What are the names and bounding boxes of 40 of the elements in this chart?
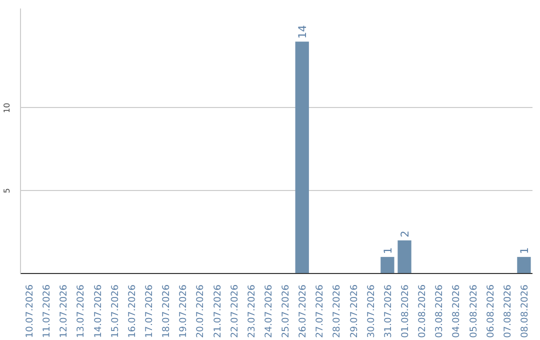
- x-tick-label: 10.07.2026: [24, 284, 36, 338]
- y-tick-label: 10: [2, 102, 12, 113]
- x-tick-label: 07.08.2026: [502, 284, 514, 338]
- x-tick-label: 16.07.2026: [126, 284, 138, 338]
- x-tick-label: 14.07.2026: [92, 284, 104, 338]
- data-label: 1: [381, 247, 394, 254]
- x-tick-label: 21.07.2026: [212, 284, 224, 338]
- x-tick-label: 31.07.2026: [382, 284, 394, 338]
- x-tick-label: 08.08.2026: [519, 284, 530, 338]
- x-tick-label: 13.07.2026: [76, 284, 87, 338]
- x-tick-label: 02.08.2026: [417, 284, 428, 338]
- x-tick-label: 11.07.2026: [42, 284, 53, 338]
- x-tick-label: 17.07.2026: [144, 284, 155, 338]
- y-tick-label: 5: [2, 188, 12, 194]
- x-tick-label: 18.07.2026: [161, 284, 172, 338]
- x-tick-label: 23.07.2026: [246, 284, 258, 338]
- x-tick-label: 29.07.2026: [348, 284, 360, 338]
- data-label: 1: [518, 247, 531, 254]
- bar: [398, 240, 412, 274]
- x-tick-label: 25.07.2026: [280, 284, 292, 338]
- x-tick-label: 24.07.2026: [263, 284, 274, 338]
- x-tick-label: 28.07.2026: [332, 284, 343, 338]
- data-label: 14: [296, 24, 310, 39]
- bar: [517, 256, 531, 274]
- data-label: 2: [398, 230, 412, 238]
- x-tick-label: 05.08.2026: [468, 284, 480, 338]
- x-tick-label: 03.08.2026: [434, 284, 446, 338]
- x-tick-label: 01.08.2026: [400, 284, 411, 338]
- x-tick-label: 20.07.2026: [195, 284, 206, 338]
- x-tick-label: 19.07.2026: [178, 284, 190, 338]
- x-tick-label: 06.08.2026: [485, 284, 496, 338]
- x-tick-label: 26.07.2026: [298, 284, 309, 338]
- x-tick-label: 12.07.2026: [58, 284, 70, 338]
- x-tick-label: 30.07.2026: [366, 284, 377, 338]
- bar: [295, 42, 309, 274]
- x-tick-label: 04.08.2026: [451, 284, 462, 338]
- x-tick-label: 22.07.2026: [229, 284, 240, 338]
- x-tick-label: 15.07.2026: [110, 284, 121, 338]
- bar: [380, 256, 394, 274]
- x-tick-label: 27.07.2026: [314, 284, 326, 338]
